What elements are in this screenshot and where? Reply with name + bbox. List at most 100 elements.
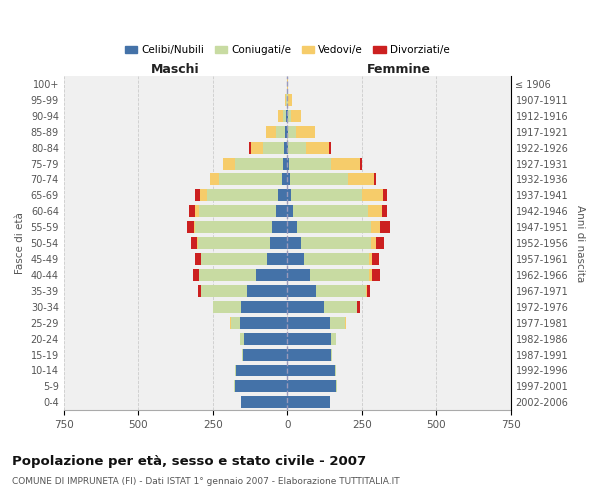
Bar — [235, 380, 287, 392]
Bar — [331, 158, 361, 170]
Bar — [282, 174, 287, 186]
Bar — [371, 237, 376, 249]
Bar — [235, 364, 236, 376]
Bar — [195, 253, 200, 265]
Bar — [210, 174, 219, 186]
Bar — [331, 317, 345, 328]
Text: Popolazione per età, sesso e stato civile - 2007: Popolazione per età, sesso e stato civil… — [12, 455, 366, 468]
Bar — [241, 332, 244, 344]
Bar — [362, 190, 383, 202]
Bar — [213, 301, 241, 313]
Bar — [287, 269, 310, 281]
Bar — [347, 174, 374, 186]
Bar — [372, 269, 380, 281]
Bar — [207, 190, 278, 202]
Bar — [243, 348, 287, 360]
Bar — [289, 94, 292, 106]
Bar — [286, 110, 287, 122]
Bar — [287, 301, 323, 313]
Bar — [368, 206, 382, 218]
Bar — [310, 269, 370, 281]
Bar — [358, 301, 361, 313]
Bar — [200, 253, 202, 265]
Bar — [301, 237, 371, 249]
Bar — [371, 221, 380, 233]
Bar — [287, 253, 304, 265]
Bar — [291, 190, 362, 202]
Bar — [288, 126, 296, 138]
Text: COMUNE DI IMPRUNETA (FI) - Dati ISTAT 1° gennaio 2007 - Elaborazione TUTTITALIA.: COMUNE DI IMPRUNETA (FI) - Dati ISTAT 1°… — [12, 478, 400, 486]
Bar — [287, 190, 291, 202]
Bar — [267, 253, 287, 265]
Bar — [219, 174, 282, 186]
Bar — [372, 253, 379, 265]
Bar — [266, 126, 277, 138]
Bar — [287, 158, 289, 170]
Bar — [287, 380, 337, 392]
Bar — [287, 317, 331, 328]
Bar — [316, 285, 365, 297]
Bar — [239, 317, 287, 328]
Bar — [241, 396, 287, 408]
Bar — [287, 348, 331, 360]
Bar — [284, 142, 287, 154]
Bar — [331, 348, 332, 360]
Bar — [244, 332, 287, 344]
Bar — [287, 206, 293, 218]
Y-axis label: Anni di nascita: Anni di nascita — [575, 204, 585, 282]
Bar — [283, 110, 286, 122]
Text: Maschi: Maschi — [151, 63, 200, 76]
Y-axis label: Fasce di età: Fasce di età — [15, 212, 25, 274]
Legend: Celibi/Nubili, Coniugati/e, Vedovi/e, Divorziati/e: Celibi/Nubili, Coniugati/e, Vedovi/e, Di… — [121, 41, 454, 60]
Bar — [383, 190, 386, 202]
Bar — [287, 332, 331, 344]
Bar — [256, 269, 287, 281]
Bar — [296, 126, 315, 138]
Bar — [382, 206, 387, 218]
Bar — [287, 126, 288, 138]
Bar — [289, 142, 305, 154]
Bar — [195, 206, 199, 218]
Bar — [365, 285, 367, 297]
Bar — [289, 158, 331, 170]
Bar — [287, 364, 335, 376]
Bar — [367, 285, 370, 297]
Bar — [247, 285, 287, 297]
Bar — [236, 364, 287, 376]
Bar — [361, 158, 362, 170]
Bar — [287, 94, 289, 106]
Bar — [284, 94, 286, 106]
Bar — [230, 317, 239, 328]
Bar — [287, 142, 289, 154]
Bar — [250, 142, 251, 154]
Bar — [376, 237, 385, 249]
Bar — [335, 364, 337, 376]
Bar — [198, 285, 201, 297]
Bar — [368, 253, 372, 265]
Bar — [329, 142, 331, 154]
Bar — [241, 301, 287, 313]
Bar — [374, 174, 376, 186]
Bar — [270, 237, 287, 249]
Bar — [278, 190, 287, 202]
Bar — [290, 174, 347, 186]
Bar — [242, 348, 243, 360]
Bar — [285, 126, 287, 138]
Bar — [223, 158, 235, 170]
Bar — [199, 206, 276, 218]
Bar — [283, 158, 287, 170]
Bar — [287, 78, 289, 90]
Bar — [331, 332, 336, 344]
Bar — [278, 110, 283, 122]
Bar — [197, 237, 199, 249]
Bar — [195, 190, 200, 202]
Bar — [288, 110, 292, 122]
Bar — [292, 110, 301, 122]
Bar — [187, 221, 194, 233]
Bar — [251, 142, 263, 154]
Bar — [200, 190, 207, 202]
Bar — [193, 269, 199, 281]
Bar — [196, 221, 272, 233]
Bar — [287, 285, 316, 297]
Text: Femmine: Femmine — [367, 63, 431, 76]
